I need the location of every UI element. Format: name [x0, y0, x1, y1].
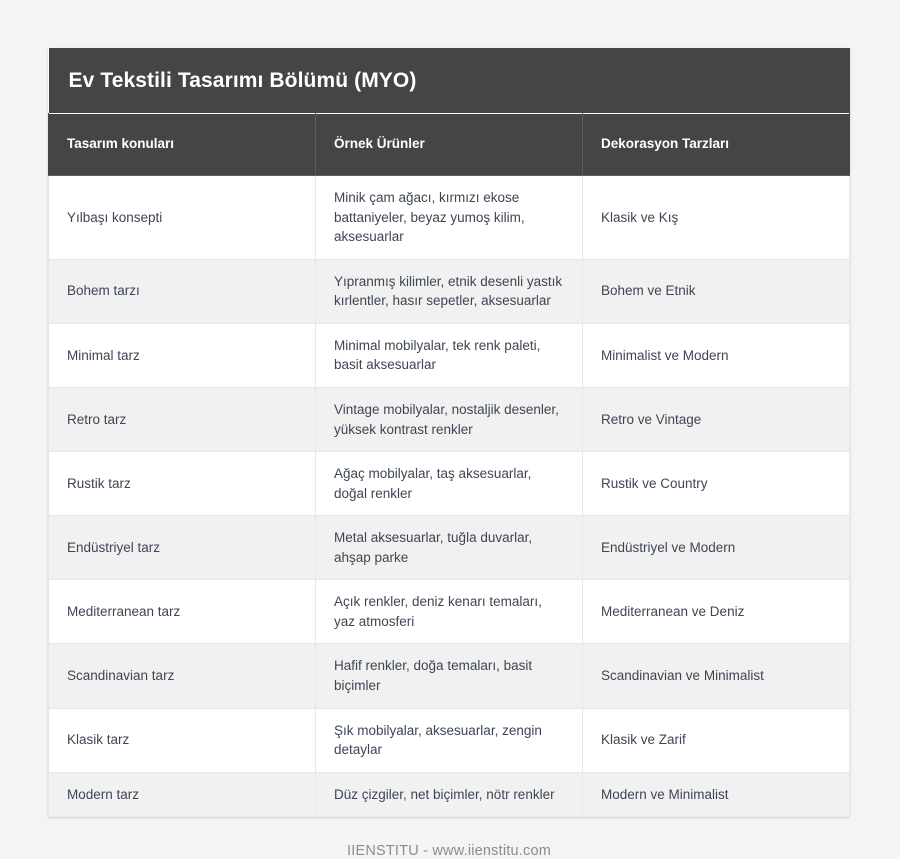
footer-credit: IIENSTITU - www.iienstitu.com	[347, 843, 551, 859]
table-row: Rustik tarz Ağaç mobilyalar, taş aksesua…	[48, 451, 850, 517]
cell-products: Minimal mobilyalar, tek renk paleti, bas…	[315, 322, 583, 388]
column-header-tasarim-konulari[interactable]: Tasarım konuları	[48, 113, 316, 176]
table-row: Modern tarz Düz çizgiler, net biçimler, …	[48, 771, 850, 818]
cell-topic: Minimal tarz	[48, 322, 316, 388]
cell-products: Metal aksesuarlar, tuğla duvarlar, ahşap…	[315, 515, 583, 581]
cell-topic: Modern tarz	[48, 771, 316, 818]
cell-styles: Bohem ve Etnik	[582, 258, 850, 324]
cell-products: Ağaç mobilyalar, taş aksesuarlar, doğal …	[315, 451, 583, 517]
table-row: Endüstriyel tarz Metal aksesuarlar, tuğl…	[48, 515, 850, 581]
table-row: Minimal tarz Minimal mobilyalar, tek ren…	[48, 322, 850, 388]
table-column-header-row: Tasarım konuları Örnek Ürünler Dekorasyo…	[48, 113, 850, 176]
page-container: Ev Tekstili Tasarımı Bölümü (MYO) Tasarı…	[48, 48, 850, 859]
table-title-row: Ev Tekstili Tasarımı Bölümü (MYO)	[48, 48, 850, 114]
table-row: Mediterranean tarz Açık renkler, deniz k…	[48, 579, 850, 645]
table-row: Bohem tarzı Yıpranmış kilimler, etnik de…	[48, 258, 850, 324]
column-header-dekorasyon-tarzlari[interactable]: Dekorasyon Tarzları	[582, 113, 850, 176]
table-row: Klasik tarz Şık mobilyalar, aksesuarlar,…	[48, 707, 850, 773]
design-topics-table: Ev Tekstili Tasarımı Bölümü (MYO) Tasarı…	[48, 48, 850, 818]
cell-products: Minik çam ağacı, kırmızı ekose battaniye…	[315, 175, 583, 260]
cell-topic: Scandinavian tarz	[48, 643, 316, 709]
cell-styles: Mediterranean ve Deniz	[582, 579, 850, 645]
cell-products: Hafif renkler, doğa temaları, basit biçi…	[315, 643, 583, 709]
cell-styles: Scandinavian ve Minimalist	[582, 643, 850, 709]
cell-topic: Rustik tarz	[48, 451, 316, 517]
table-row: Scandinavian tarz Hafif renkler, doğa te…	[48, 643, 850, 709]
cell-styles: Modern ve Minimalist	[582, 771, 850, 818]
cell-styles: Klasik ve Kış	[582, 175, 850, 260]
cell-topic: Retro tarz	[48, 386, 316, 453]
cell-styles: Retro ve Vintage	[582, 386, 850, 453]
cell-products: Şık mobilyalar, aksesuarlar, zengin deta…	[315, 707, 583, 773]
table-head: Ev Tekstili Tasarımı Bölümü (MYO)	[48, 48, 850, 114]
table-body: Yılbaşı konsepti Minik çam ağacı, kırmız…	[48, 175, 850, 818]
cell-topic: Endüstriyel tarz	[48, 515, 316, 581]
cell-styles: Rustik ve Country	[582, 451, 850, 517]
cell-topic: Klasik tarz	[48, 707, 316, 773]
cell-products: Vintage mobilyalar, nostaljik desenler, …	[315, 386, 583, 453]
page-title: Ev Tekstili Tasarımı Bölümü (MYO)	[48, 48, 850, 114]
cell-topic: Bohem tarzı	[48, 258, 316, 324]
cell-styles: Minimalist ve Modern	[582, 322, 850, 388]
cell-products: Düz çizgiler, net biçimler, nötr renkler	[315, 771, 583, 818]
cell-topic: Yılbaşı konsepti	[48, 175, 316, 260]
table-row: Yılbaşı konsepti Minik çam ağacı, kırmız…	[48, 175, 850, 260]
table-row: Retro tarz Vintage mobilyalar, nostaljik…	[48, 386, 850, 453]
cell-topic: Mediterranean tarz	[48, 579, 316, 645]
cell-styles: Klasik ve Zarif	[582, 707, 850, 773]
cell-styles: Endüstriyel ve Modern	[582, 515, 850, 581]
column-header-ornek-urunler[interactable]: Örnek Ürünler	[315, 113, 583, 176]
cell-products: Açık renkler, deniz kenarı temaları, yaz…	[315, 579, 583, 645]
cell-products: Yıpranmış kilimler, etnik desenli yastık…	[315, 258, 583, 324]
